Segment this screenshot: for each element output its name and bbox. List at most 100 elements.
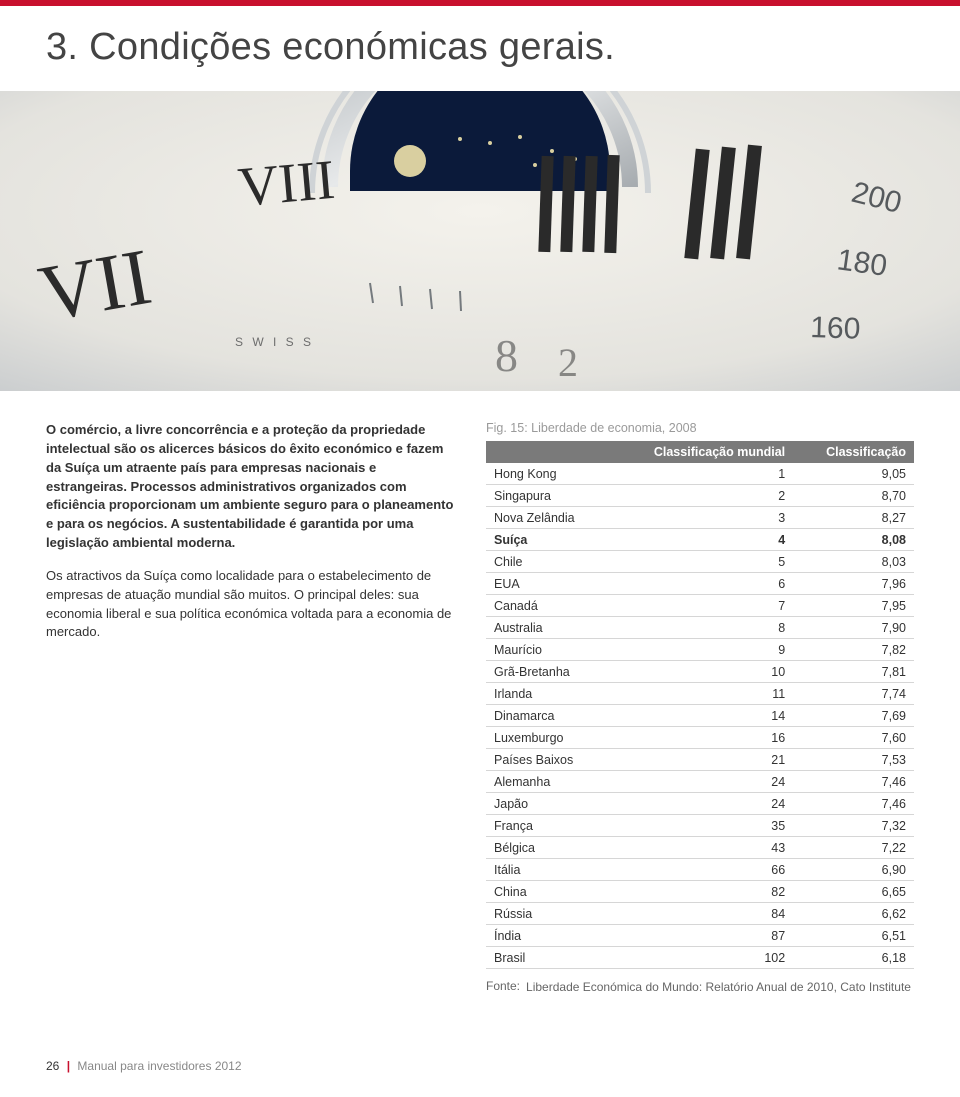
figure-source: Fonte: Liberdade Económica do Mundo: Rel… (486, 969, 914, 995)
table-cell: 10 (608, 661, 794, 683)
table-cell: 9 (608, 639, 794, 661)
table-cell: 6,51 (793, 925, 914, 947)
table-cell: Países Baixos (486, 749, 608, 771)
ranking-table: Classificação mundial Classificação Hong… (486, 441, 914, 969)
table-cell: 35 (608, 815, 794, 837)
table-cell: 21 (608, 749, 794, 771)
svg-text:8: 8 (495, 330, 518, 381)
svg-text:VIII: VIII (236, 149, 337, 219)
table-cell: 7,53 (793, 749, 914, 771)
table-cell: França (486, 815, 608, 837)
table-cell: 4 (608, 529, 794, 551)
table-cell: 7,82 (793, 639, 914, 661)
svg-text:160: 160 (810, 311, 861, 346)
footer-divider: | (63, 1059, 74, 1073)
table-cell: 102 (608, 947, 794, 969)
body-paragraph: Os atractivos da Suíça como localidade p… (46, 567, 456, 642)
intro-paragraph: O comércio, a livre concorrência e a pro… (46, 421, 456, 553)
table-row: Australia87,90 (486, 617, 914, 639)
table-cell: 5 (608, 551, 794, 573)
table-cell: 8,70 (793, 485, 914, 507)
page-number: 26 (46, 1059, 59, 1073)
table-cell: 7,74 (793, 683, 914, 705)
table-cell: 11 (608, 683, 794, 705)
table-cell: Singapura (486, 485, 608, 507)
table-row: Índia876,51 (486, 925, 914, 947)
table-cell: Índia (486, 925, 608, 947)
source-text: Liberdade Económica do Mundo: Relatório … (526, 979, 911, 995)
table-cell: 82 (608, 881, 794, 903)
table-row: Japão247,46 (486, 793, 914, 815)
table-cell: Brasil (486, 947, 608, 969)
table-cell: 8 (608, 617, 794, 639)
table-row: França357,32 (486, 815, 914, 837)
svg-text:180: 180 (835, 243, 889, 283)
table-cell: 6,62 (793, 903, 914, 925)
table-cell: Suíça (486, 529, 608, 551)
table-row: Grã-Bretanha107,81 (486, 661, 914, 683)
table-cell: 7,90 (793, 617, 914, 639)
table-cell: 8,27 (793, 507, 914, 529)
table-cell: Australia (486, 617, 608, 639)
table-cell: 3 (608, 507, 794, 529)
th-rank: Classificação mundial (608, 441, 794, 463)
table-row: Singapura28,70 (486, 485, 914, 507)
th-blank (486, 441, 608, 463)
table-cell: 7,69 (793, 705, 914, 727)
table-row: Itália666,90 (486, 859, 914, 881)
table-cell: 66 (608, 859, 794, 881)
th-score: Classificação (793, 441, 914, 463)
table-cell: Grã-Bretanha (486, 661, 608, 683)
table-row: China826,65 (486, 881, 914, 903)
table-cell: 6,90 (793, 859, 914, 881)
table-row: Chile58,03 (486, 551, 914, 573)
table-cell: 43 (608, 837, 794, 859)
table-cell: Dinamarca (486, 705, 608, 727)
content-columns: O comércio, a livre concorrência e a pro… (0, 391, 960, 995)
table-row: Países Baixos217,53 (486, 749, 914, 771)
text-column: O comércio, a livre concorrência e a pro… (46, 421, 456, 995)
page-title: 3. Condições económicas gerais. (0, 6, 960, 91)
table-cell: 7 (608, 595, 794, 617)
figure-column: Fig. 15: Liberdade de economia, 2008 Cla… (486, 421, 914, 995)
table-cell: 16 (608, 727, 794, 749)
table-cell: Nova Zelândia (486, 507, 608, 529)
table-row: Bélgica437,22 (486, 837, 914, 859)
table-cell: 6 (608, 573, 794, 595)
table-cell: 2 (608, 485, 794, 507)
hero-image-watch: VII VIII 8 2 200 180 160 S W I S S (0, 91, 960, 391)
table-cell: Hong Kong (486, 463, 608, 485)
table-row: Hong Kong19,05 (486, 463, 914, 485)
table-row: Canadá77,95 (486, 595, 914, 617)
table-cell: EUA (486, 573, 608, 595)
table-cell: Luxemburgo (486, 727, 608, 749)
table-cell: 6,18 (793, 947, 914, 969)
page-footer: 26 | Manual para investidores 2012 (46, 1059, 242, 1073)
table-cell: Canadá (486, 595, 608, 617)
table-cell: 7,95 (793, 595, 914, 617)
table-cell: Maurício (486, 639, 608, 661)
table-row: Maurício97,82 (486, 639, 914, 661)
figure-caption: Fig. 15: Liberdade de economia, 2008 (486, 421, 914, 435)
table-cell: 24 (608, 771, 794, 793)
table-cell: China (486, 881, 608, 903)
table-cell: 8,03 (793, 551, 914, 573)
source-label: Fonte: (486, 979, 520, 995)
table-cell: 7,60 (793, 727, 914, 749)
table-cell: Itália (486, 859, 608, 881)
table-row: Dinamarca147,69 (486, 705, 914, 727)
table-cell: Bélgica (486, 837, 608, 859)
table-cell: 7,81 (793, 661, 914, 683)
table-row: Rússia846,62 (486, 903, 914, 925)
table-cell: Chile (486, 551, 608, 573)
svg-text:2: 2 (558, 340, 578, 385)
table-row: Nova Zelândia38,27 (486, 507, 914, 529)
table-cell: Japão (486, 793, 608, 815)
table-row: Alemanha247,46 (486, 771, 914, 793)
table-row: Brasil1026,18 (486, 947, 914, 969)
table-cell: Irlanda (486, 683, 608, 705)
table-cell: 7,22 (793, 837, 914, 859)
table-row: EUA67,96 (486, 573, 914, 595)
table-row: Luxemburgo167,60 (486, 727, 914, 749)
table-cell: 7,96 (793, 573, 914, 595)
